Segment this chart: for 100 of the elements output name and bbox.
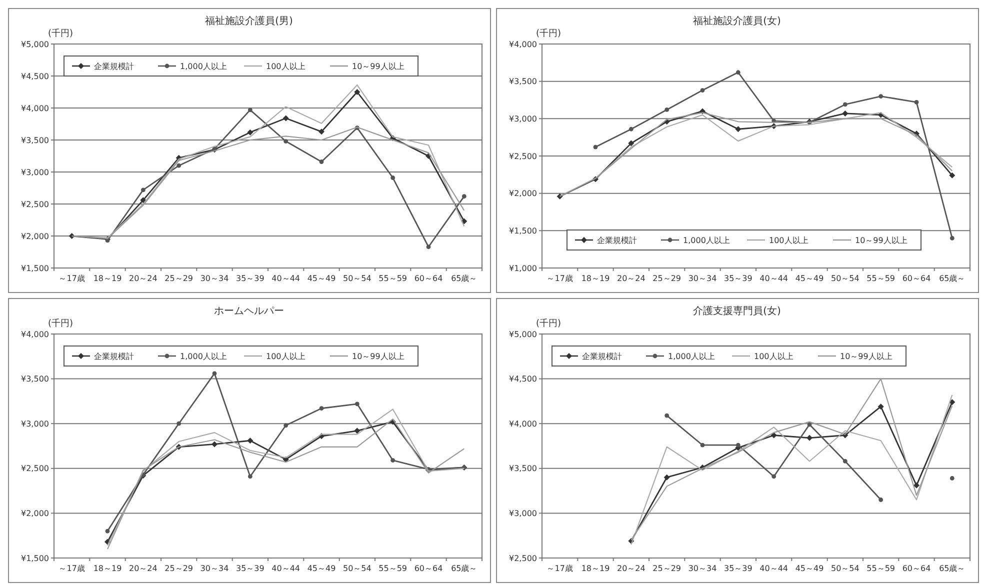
x-tick-label: 30～34	[688, 274, 717, 283]
point	[318, 128, 324, 135]
point	[176, 421, 182, 426]
point	[247, 438, 254, 444]
x-tick-label: 25～29	[652, 564, 682, 573]
point	[105, 528, 110, 534]
point	[842, 110, 848, 116]
point	[914, 100, 919, 104]
x-tick-label: 65歳～	[451, 564, 478, 573]
point	[664, 413, 670, 418]
y-tick-label: ¥2,000	[509, 189, 537, 198]
y-tick-label: ¥4,000	[21, 104, 49, 113]
x-tick-label: 50～54	[342, 274, 372, 283]
point	[700, 442, 705, 448]
x-tick-label: 65歳～	[451, 274, 478, 283]
chart-title: 介護支援専門員(女)	[693, 305, 781, 317]
chart-title: 福祉施設介護員(男)	[205, 15, 293, 27]
point	[247, 129, 254, 136]
legend-label: 企業規模計	[94, 352, 134, 361]
y-axis-title: (千円)	[48, 318, 74, 329]
y-tick-label: ¥2,000	[21, 232, 49, 241]
legend-label: 1,000人以上	[180, 62, 227, 71]
legend-label: 100人以上	[266, 62, 306, 71]
legend-label: 企業規模計	[597, 236, 637, 245]
point	[628, 126, 634, 132]
x-tick-label: 45～49	[307, 274, 336, 283]
y-tick-label: ¥4,000	[509, 419, 537, 428]
point	[248, 474, 252, 479]
y-tick-label: ¥2,500	[21, 464, 49, 474]
point	[593, 144, 598, 150]
point	[282, 115, 289, 122]
x-tick-label: 35～39	[724, 274, 752, 283]
y-tick-label: ¥3,000	[21, 168, 49, 177]
x-tick-label: 30～34	[688, 564, 717, 573]
y-tick-label: ¥4,000	[21, 330, 49, 339]
point	[806, 434, 812, 441]
x-tick-label: 20～24	[128, 274, 158, 283]
y-tick-label: ¥1,500	[509, 226, 537, 236]
point	[248, 108, 252, 112]
point	[140, 188, 146, 192]
y-tick-label: ¥3,500	[21, 136, 49, 145]
y-tick-label: ¥4,000	[509, 40, 537, 49]
x-tick-label: 65歳～	[939, 274, 966, 283]
point	[842, 102, 848, 107]
y-tick-label: ¥3,500	[509, 464, 537, 474]
x-tick-label: 40～44	[272, 274, 300, 283]
legend-label: 100人以上	[769, 236, 808, 245]
x-tick-label: 45～49	[307, 564, 336, 573]
point	[319, 160, 324, 164]
point	[878, 94, 884, 98]
x-tick-label: 20～24	[616, 274, 646, 283]
point	[426, 244, 431, 250]
point	[390, 176, 396, 180]
x-tick-label: 50～54	[830, 274, 860, 283]
y-tick-label: ¥5,000	[21, 40, 49, 49]
y-tick-label: ¥2,500	[509, 152, 537, 161]
x-tick-label: 55～59	[866, 564, 896, 573]
legend-label: 企業規模計	[582, 352, 622, 361]
point	[736, 70, 740, 75]
legend-label: 10～99人以上	[352, 62, 404, 71]
y-tick-label: ¥4,500	[21, 72, 49, 81]
y-tick-label: ¥1,500	[21, 264, 49, 273]
point	[354, 402, 360, 406]
point	[949, 172, 956, 178]
x-tick-label: 25～29	[164, 564, 194, 573]
x-tick-label: 20～24	[128, 564, 158, 573]
x-tick-label: 55～59	[378, 564, 408, 573]
y-tick-label: ¥2,000	[21, 509, 49, 518]
y-tick-label: ¥1,500	[21, 554, 49, 563]
point	[284, 139, 288, 144]
x-tick-label: 60～64	[414, 564, 443, 573]
point	[950, 236, 954, 240]
x-tick-label: 50～54	[830, 564, 860, 573]
x-tick-label: 45～49	[795, 274, 824, 283]
y-tick-label: ¥2,500	[509, 554, 537, 563]
x-tick-label: 55～59	[866, 274, 896, 283]
point	[878, 498, 884, 502]
y-tick-label: ¥3,000	[509, 509, 537, 518]
x-tick-label: 50～54	[342, 564, 372, 573]
y-axis-title: (千円)	[536, 28, 562, 39]
point	[390, 458, 396, 463]
point	[462, 194, 466, 199]
point	[735, 126, 742, 132]
point	[212, 441, 218, 448]
legend-label: 100人以上	[266, 352, 306, 361]
x-tick-label: 30～34	[200, 564, 229, 573]
x-tick-label: 20～24	[616, 564, 646, 573]
y-tick-label: ¥2,500	[21, 200, 49, 209]
x-tick-label: 45～49	[795, 564, 824, 573]
point	[319, 406, 324, 411]
y-axis-title: (千円)	[536, 318, 562, 329]
point	[736, 442, 740, 448]
point	[354, 89, 360, 95]
x-tick-label: ～17歳	[546, 564, 573, 573]
x-tick-label: 65歳～	[939, 564, 966, 573]
y-tick-label: ¥3,000	[509, 114, 537, 124]
x-tick-label: 18～19	[93, 274, 122, 283]
point	[176, 163, 182, 168]
y-tick-label: ¥1,000	[509, 264, 537, 273]
x-tick-label: 40～44	[760, 274, 788, 283]
